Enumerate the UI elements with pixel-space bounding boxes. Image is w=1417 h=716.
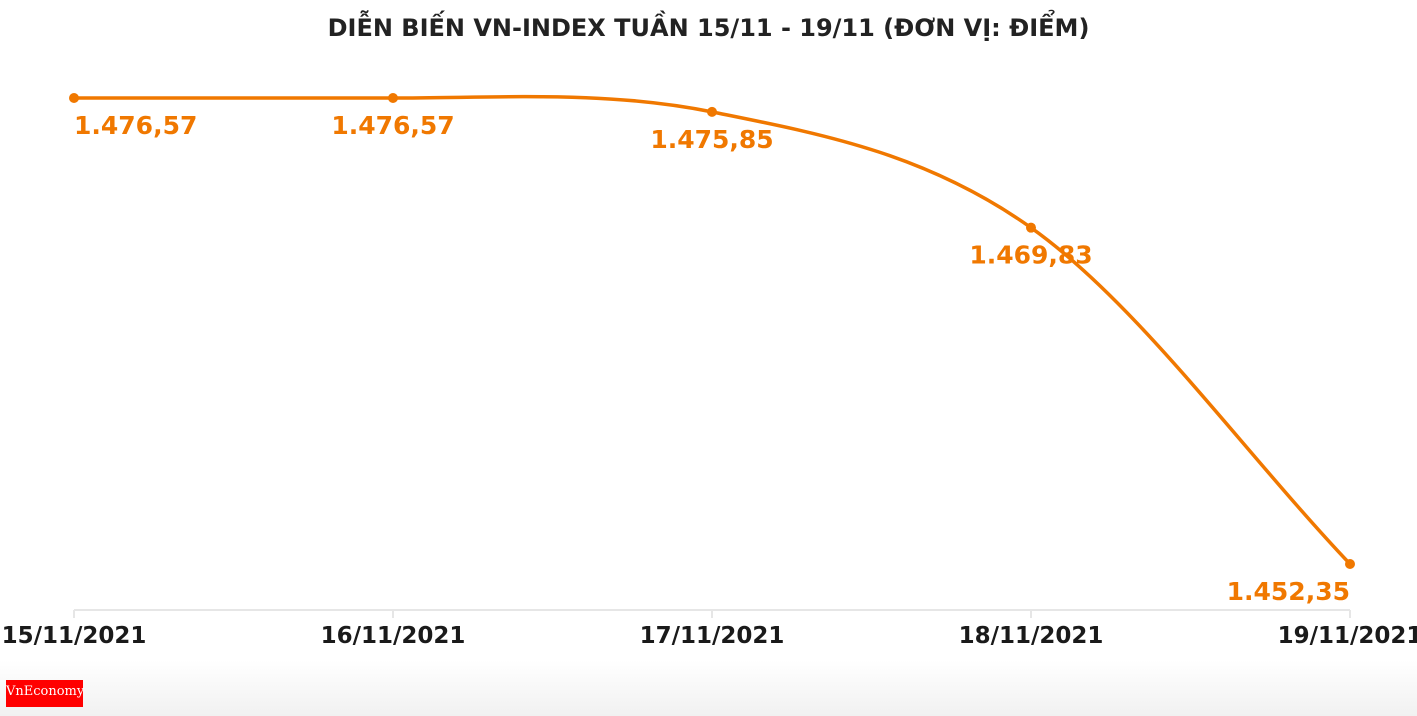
data-point [1026, 222, 1036, 233]
data-label: 1.452,35 [1227, 577, 1350, 606]
series-line [74, 94, 1352, 566]
data-point [69, 93, 79, 103]
data-label: 1.469,83 [969, 241, 1092, 270]
data-label: 1.475,85 [650, 125, 773, 154]
x-tick-label: 18/11/2021 [959, 623, 1104, 649]
data-point [1345, 558, 1355, 569]
data-point [707, 106, 717, 117]
x-tick-label: 15/11/2021 [2, 623, 147, 649]
x-tick-label: 19/11/2021 [1278, 623, 1417, 649]
data-point [388, 93, 398, 103]
chart-title: DIỄN BIẾN VN-INDEX TUẦN 15/11 - 19/11 (Đ… [327, 14, 1090, 42]
data-label: 1.476,57 [331, 111, 454, 140]
x-tick-label: 17/11/2021 [640, 623, 785, 649]
vneconomy-logo: VnEconomy [6, 680, 84, 707]
x-tick-label: 16/11/2021 [321, 623, 466, 649]
data-label: 1.476,57 [74, 111, 197, 140]
